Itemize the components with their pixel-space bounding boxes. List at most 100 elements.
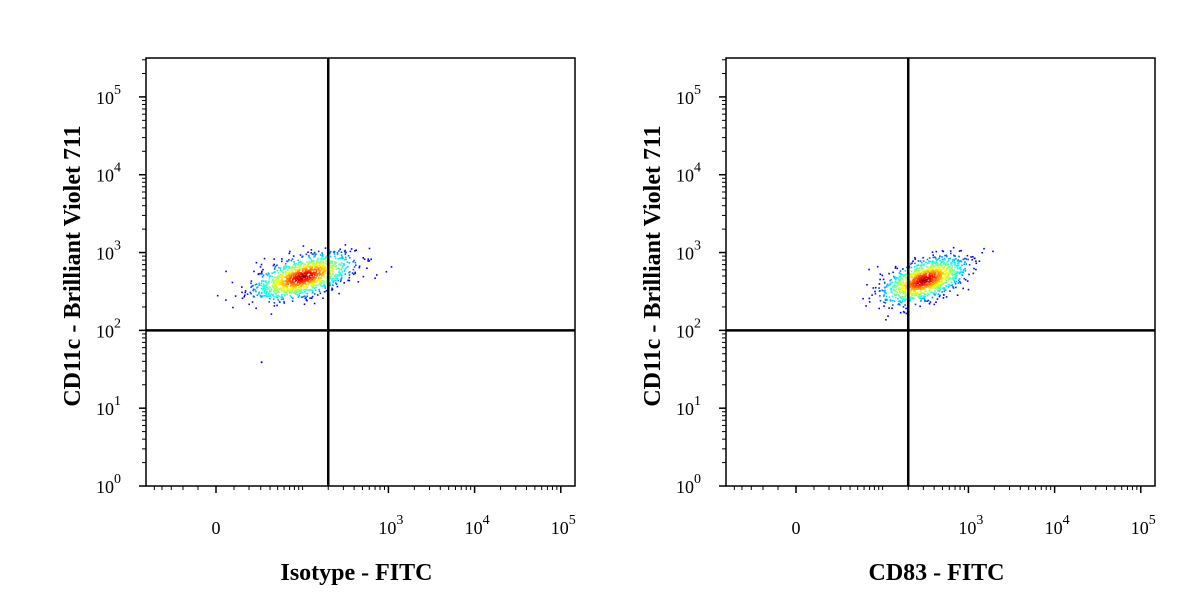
- event-dot: [949, 276, 951, 279]
- event-dot: [953, 280, 956, 282]
- event-dot: [262, 280, 265, 282]
- event-dot: [933, 272, 936, 274]
- event-dot: [254, 283, 257, 286]
- event-dot: [297, 288, 299, 291]
- event-dot: [899, 296, 901, 298]
- event-dot: [279, 281, 281, 284]
- event-dot: [322, 269, 325, 272]
- event-dot: [292, 273, 295, 276]
- event-dot: [331, 289, 333, 291]
- x-axis-ticks: [733, 486, 1142, 493]
- event-dot: [324, 268, 327, 270]
- event-dot: [954, 281, 956, 284]
- event-dot: [925, 289, 927, 292]
- event-dot: [265, 281, 268, 284]
- event-dot: [939, 269, 942, 271]
- event-dot: [325, 267, 328, 269]
- event-dot: [320, 269, 323, 271]
- event-dot: [953, 260, 955, 262]
- event-dot: [910, 275, 912, 277]
- event-dot: [301, 284, 303, 287]
- event-dot: [348, 276, 351, 279]
- event-dot: [310, 270, 312, 272]
- event-dot: [974, 257, 976, 260]
- event-dot: [909, 286, 912, 288]
- event-dot: [949, 290, 951, 292]
- event-dot: [956, 272, 959, 274]
- event-dot: [947, 271, 949, 274]
- event-dot: [304, 295, 306, 297]
- event-dot: [902, 285, 905, 287]
- event-dot: [289, 282, 291, 284]
- event-dot: [281, 260, 283, 263]
- event-dot: [288, 290, 291, 293]
- event-dot: [269, 275, 271, 277]
- event-dot: [335, 283, 338, 285]
- event-dot: [302, 280, 305, 282]
- event-dot: [919, 260, 922, 262]
- event-dot: [329, 250, 332, 253]
- event-dot: [330, 276, 332, 278]
- event-dot: [916, 278, 919, 280]
- event-dot: [279, 267, 282, 269]
- event-dot: [905, 286, 908, 289]
- event-dot: [298, 278, 300, 281]
- event-dot: [265, 294, 267, 296]
- event-dot: [886, 283, 889, 286]
- event-dot: [325, 269, 328, 272]
- y-tick-label: 104: [96, 161, 121, 186]
- event-dot: [934, 256, 937, 259]
- event-dot: [348, 257, 351, 259]
- event-dot: [292, 280, 294, 283]
- event-dot: [904, 290, 907, 292]
- event-dot: [266, 283, 268, 285]
- event-dot: [935, 287, 938, 289]
- event-dot: [321, 266, 324, 269]
- event-dot: [282, 298, 285, 300]
- event-dot: [300, 285, 302, 288]
- event-dot: [932, 262, 934, 265]
- event-dot: [295, 272, 297, 275]
- event-dot: [920, 300, 922, 302]
- event-dot: [916, 286, 919, 288]
- event-dot: [301, 280, 303, 283]
- event-dot: [337, 274, 339, 277]
- event-dot: [944, 282, 946, 284]
- event-dot: [336, 285, 339, 288]
- event-dot: [296, 275, 299, 278]
- event-dot: [311, 272, 313, 274]
- event-dot: [296, 282, 298, 285]
- event-dot: [319, 284, 322, 287]
- event-dot: [297, 274, 300, 276]
- event-dot: [286, 269, 289, 271]
- event-dot: [284, 294, 286, 296]
- event-dot: [944, 289, 947, 291]
- event-dot: [918, 286, 921, 288]
- event-dot: [948, 286, 950, 288]
- event-dot: [272, 271, 275, 274]
- event-dot: [283, 266, 285, 268]
- event-dot: [324, 285, 326, 287]
- event-dot: [277, 295, 279, 297]
- y-tick-label: 102: [676, 316, 701, 341]
- event-dot: [311, 291, 314, 294]
- event-dot: [270, 289, 272, 292]
- event-dot: [946, 267, 949, 269]
- event-dot: [896, 291, 898, 294]
- event-dot: [304, 263, 306, 266]
- event-dot: [897, 284, 899, 286]
- event-dot: [953, 262, 956, 264]
- event-dot: [938, 257, 941, 259]
- event-dot: [374, 277, 376, 279]
- event-dot: [266, 286, 269, 288]
- event-dot: [275, 295, 277, 297]
- event-dot: [940, 271, 943, 274]
- x-tick-label: 104: [1045, 513, 1070, 538]
- event-dot: [890, 290, 893, 292]
- event-dot: [332, 281, 334, 284]
- event-dot: [333, 253, 336, 255]
- event-dot: [912, 287, 915, 289]
- event-dot: [296, 272, 299, 274]
- event-dot: [883, 282, 886, 284]
- event-dot: [929, 301, 932, 303]
